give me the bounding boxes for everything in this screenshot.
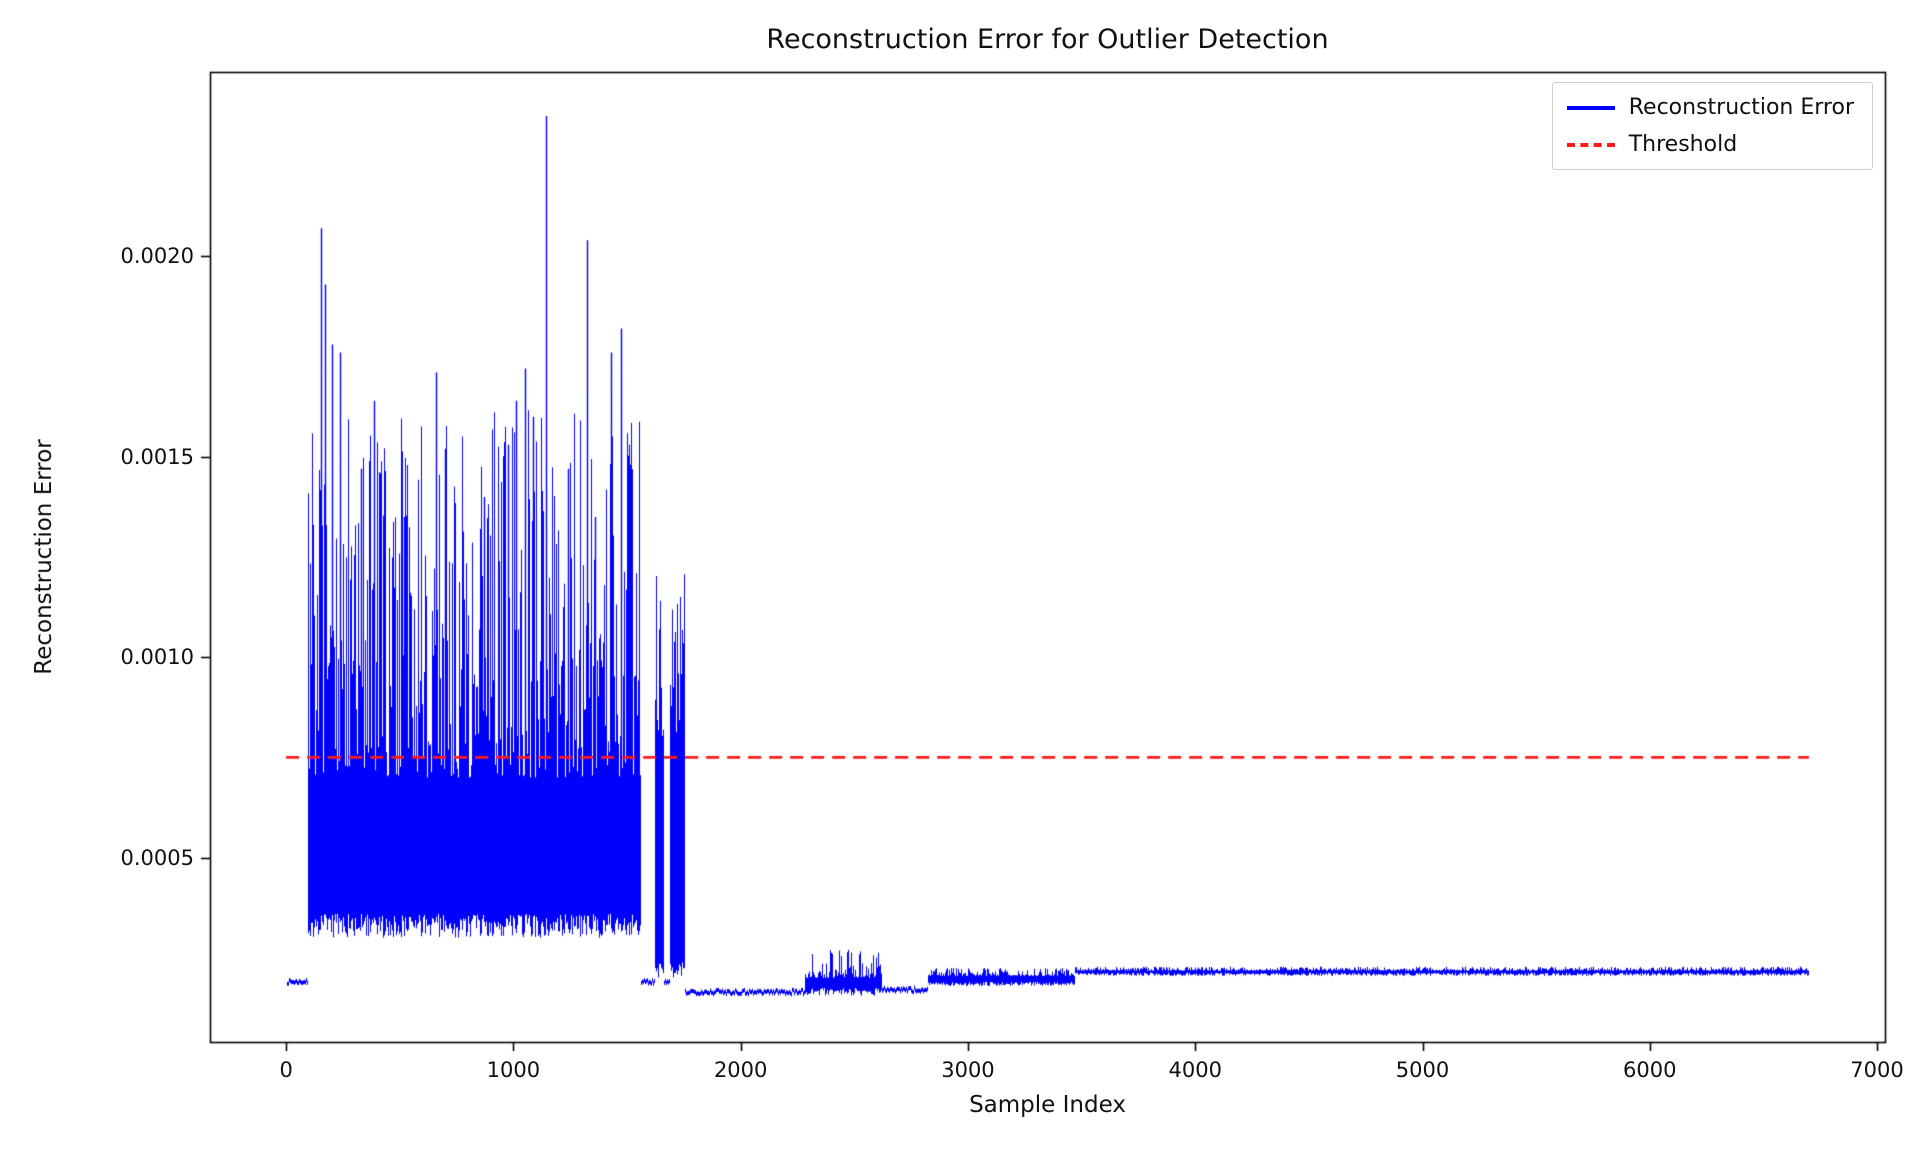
x-tick-label: 0 <box>279 1058 293 1082</box>
x-tick-label: 6000 <box>1623 1058 1677 1082</box>
legend-label: Threshold <box>1628 132 1738 157</box>
y-tick-label: 0.0020 <box>120 244 194 269</box>
legend-label: Reconstruction Error <box>1628 95 1854 120</box>
chart-title: Reconstruction Error for Outlier Detecti… <box>766 24 1329 55</box>
y-tick-label: 0.0015 <box>120 444 194 469</box>
legend-line-sample-threshold <box>1566 142 1615 147</box>
x-tick-label: 3000 <box>941 1058 995 1082</box>
x-tick-label: 5000 <box>1395 1058 1450 1082</box>
legend-line-sample-reconstruction-error <box>1566 105 1615 110</box>
x-tick-label: 7000 <box>1850 1058 1904 1082</box>
legend: Reconstruction Error Threshold <box>1551 82 1873 170</box>
y-tick-label: 0.0005 <box>120 845 194 870</box>
x-axis-label: Sample Index <box>969 1092 1126 1118</box>
x-tick-label: 1000 <box>486 1058 541 1082</box>
y-tick-label: 0.0010 <box>120 645 194 670</box>
x-tick-label: 4000 <box>1168 1058 1222 1082</box>
x-tick-label: 2000 <box>713 1058 768 1082</box>
legend-entry-threshold: Threshold <box>1566 132 1854 157</box>
legend-entry-reconstruction-error: Reconstruction Error <box>1566 95 1854 120</box>
y-axis-label: Reconstruction Error <box>31 439 57 675</box>
